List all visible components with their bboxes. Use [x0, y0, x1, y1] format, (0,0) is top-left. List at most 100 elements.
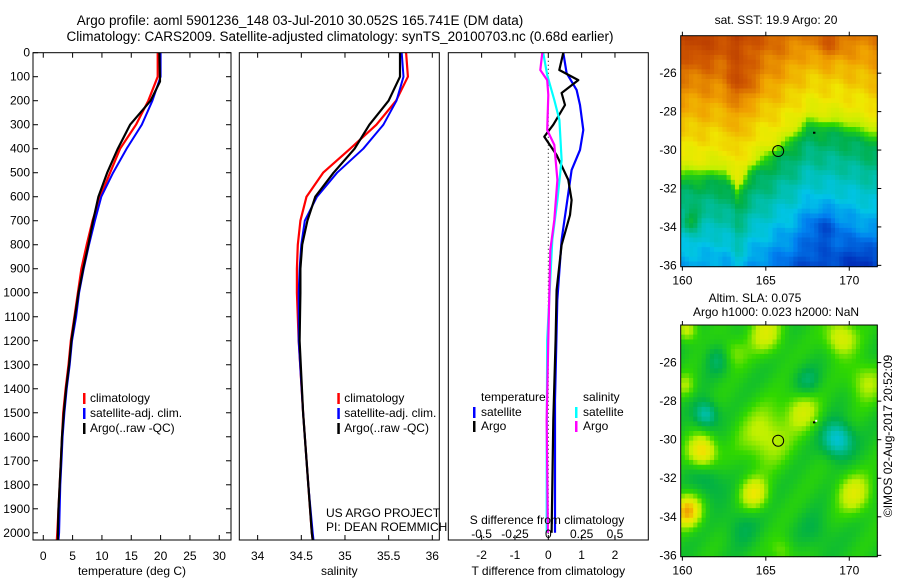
- map-cell: [726, 251, 732, 258]
- map-cell: [810, 551, 815, 557]
- depth-tick-labels: 0100200300400500600700800900100011001200…: [3, 46, 30, 540]
- map-cell: [847, 426, 853, 432]
- map-cell: [751, 445, 757, 451]
- map-cell: [839, 45, 844, 51]
- map-cell: [768, 450, 773, 456]
- map-cell: [864, 344, 869, 350]
- map-cell: [714, 242, 719, 248]
- map-cell: [734, 353, 740, 360]
- map-cell: [868, 512, 874, 519]
- series-line-temperature-argo: [543, 52, 580, 533]
- map-cell: [701, 175, 707, 181]
- map-cell: [726, 50, 732, 56]
- map-cell: [835, 339, 840, 345]
- map-cell: [722, 325, 727, 331]
- map-cell: [835, 334, 840, 340]
- map-cell: [722, 237, 727, 243]
- map-cell: [830, 387, 836, 393]
- map-cell: [797, 508, 803, 514]
- map-cell: [818, 247, 823, 253]
- map-cell: [772, 184, 778, 190]
- map-cell: [839, 223, 844, 229]
- map-cell: [722, 344, 727, 350]
- map-cell: [818, 151, 823, 157]
- map-cell: [709, 251, 715, 258]
- map-cell: [814, 155, 819, 162]
- map-cell: [730, 227, 736, 234]
- map-cell: [839, 445, 844, 451]
- map-cell: [705, 35, 711, 41]
- map-cell: [718, 256, 723, 262]
- map-cell: [851, 508, 857, 514]
- map-cell: [801, 251, 807, 258]
- map-cell: [680, 402, 686, 408]
- map-cell: [851, 522, 857, 528]
- map-cell: [818, 189, 823, 195]
- map-cell: [680, 78, 686, 85]
- map-cell: [772, 541, 778, 548]
- map-cell: [789, 237, 794, 243]
- map-cell: [739, 112, 744, 118]
- map-cell: [764, 368, 769, 374]
- map-cell: [872, 227, 878, 234]
- map-cell: [780, 488, 786, 495]
- map-cell: [810, 431, 815, 437]
- map-cell: [855, 59, 861, 65]
- map-cell: [701, 50, 707, 56]
- map-cell: [797, 546, 803, 552]
- map-cell: [789, 353, 794, 360]
- map-cell: [755, 402, 761, 408]
- map-cell: [680, 498, 686, 504]
- map-cell: [810, 199, 815, 205]
- map-cell: [847, 474, 853, 480]
- map-cell: [680, 411, 686, 417]
- map-cell: [739, 435, 744, 442]
- map-cell: [726, 146, 732, 152]
- map-cell: [730, 59, 736, 65]
- map-cell: [822, 532, 828, 538]
- map-cell: [689, 98, 694, 104]
- map-cell: [709, 175, 715, 181]
- map-cell: [789, 155, 794, 162]
- map-cell: [739, 98, 744, 104]
- map-cell: [830, 184, 836, 190]
- map-cell: [684, 102, 690, 109]
- map-cell: [826, 522, 832, 528]
- map-cell: [739, 517, 744, 523]
- map-cell: [780, 339, 786, 345]
- map-cell: [851, 474, 857, 480]
- map-cell: [705, 136, 711, 142]
- map-cell: [855, 126, 861, 133]
- map-cell: [785, 522, 790, 528]
- map-cell: [872, 102, 878, 109]
- map-cell: [860, 93, 865, 99]
- map-cell: [764, 416, 769, 422]
- lon-tick-label: 160: [672, 274, 692, 288]
- legend-swatch: [473, 407, 476, 418]
- map-cell: [726, 435, 732, 442]
- map-cell: [764, 459, 769, 466]
- map-cell: [718, 498, 723, 504]
- map-cell: [864, 431, 869, 437]
- map-cell: [847, 363, 853, 369]
- map-cell: [780, 122, 786, 128]
- map-cell: [776, 464, 782, 470]
- map-cell: [801, 498, 807, 504]
- map-cell: [839, 78, 844, 85]
- map-cell: [860, 155, 865, 162]
- map-cell: [718, 40, 723, 46]
- map-cell: [739, 242, 744, 248]
- map-cell: [843, 349, 848, 355]
- map-cell: [835, 175, 840, 181]
- map-cell: [776, 402, 782, 408]
- map-cell: [847, 160, 853, 166]
- map-cell: [830, 546, 836, 552]
- map-cell: [755, 334, 761, 340]
- map-cell: [726, 512, 732, 519]
- map-cell: [776, 329, 782, 336]
- map-cell: [764, 474, 769, 480]
- map-cell: [847, 189, 853, 195]
- map-cell: [810, 69, 815, 75]
- map-cell: [839, 459, 844, 466]
- map-cell: [814, 431, 819, 437]
